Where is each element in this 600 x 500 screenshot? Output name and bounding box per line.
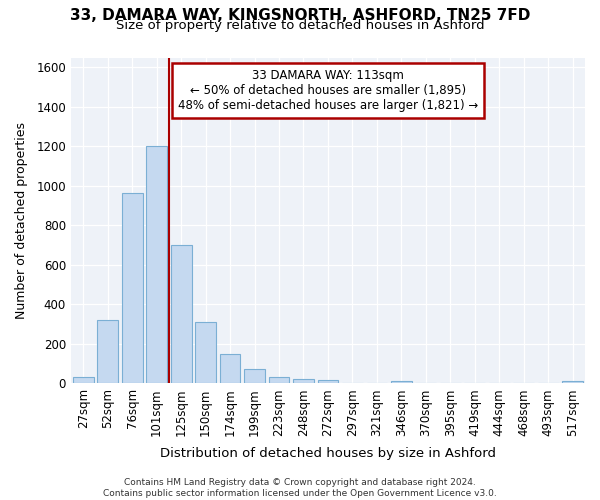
Text: Size of property relative to detached houses in Ashford: Size of property relative to detached ho…	[116, 19, 484, 32]
Bar	[170, 245, 191, 384]
Bar	[73, 378, 94, 384]
Bar	[220, 354, 241, 384]
Bar	[293, 380, 314, 384]
Text: 33 DAMARA WAY: 113sqm
← 50% of detached houses are smaller (1,895)
48% of semi-d: 33 DAMARA WAY: 113sqm ← 50% of detached …	[178, 69, 478, 112]
Bar	[146, 146, 167, 384]
Bar	[317, 380, 338, 384]
X-axis label: Distribution of detached houses by size in Ashford: Distribution of detached houses by size …	[160, 447, 496, 460]
Y-axis label: Number of detached properties: Number of detached properties	[15, 122, 28, 319]
Bar	[562, 382, 583, 384]
Bar	[97, 320, 118, 384]
Bar	[269, 378, 289, 384]
Bar	[391, 382, 412, 384]
Bar	[244, 368, 265, 384]
Text: 33, DAMARA WAY, KINGSNORTH, ASHFORD, TN25 7FD: 33, DAMARA WAY, KINGSNORTH, ASHFORD, TN2…	[70, 8, 530, 22]
Bar	[195, 322, 216, 384]
Bar	[122, 193, 143, 384]
Text: Contains HM Land Registry data © Crown copyright and database right 2024.
Contai: Contains HM Land Registry data © Crown c…	[103, 478, 497, 498]
